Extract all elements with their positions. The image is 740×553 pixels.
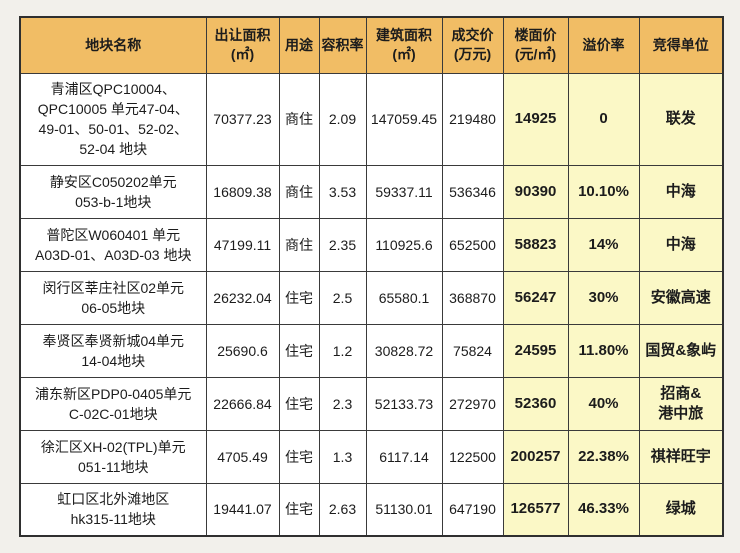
cell-plot-ratio: 1.2: [318, 323, 367, 378]
cell-winner: 中海: [638, 217, 724, 272]
cell-building-area: 52133.73: [365, 376, 443, 431]
cell-transaction-price: 219480: [441, 72, 504, 166]
cell-building-area: 110925.6: [365, 217, 443, 272]
cell-transfer-area: 22666.84: [205, 376, 280, 431]
cell-floor-price: 24595: [502, 323, 569, 378]
cell-plot-ratio: 3.53: [318, 164, 367, 219]
cell-winner: 国贸&象屿: [638, 323, 724, 378]
cell-transfer-area: 4705.49: [205, 429, 280, 484]
cell-premium-rate: 10.10%: [567, 164, 640, 219]
table-row: 静安区C050202单元 053-b-1地块 16809.38 商住 3.53 …: [19, 164, 724, 219]
cell-winner: 绿城: [638, 482, 724, 537]
cell-premium-rate: 22.38%: [567, 429, 640, 484]
cell-building-area: 30828.72: [365, 323, 443, 378]
table-row: 闵行区莘庄社区02单元 06-05地块 26232.04 住宅 2.5 6558…: [19, 270, 724, 325]
cell-winner: 联发: [638, 72, 724, 166]
table-row: 青浦区QPC10004、 QPC10005 单元47-04、 49-01、50-…: [19, 72, 724, 166]
cell-transaction-price: 652500: [441, 217, 504, 272]
cell-building-area: 65580.1: [365, 270, 443, 325]
table-row: 浦东新区PDP0-0405单元 C-02C-01地块 22666.84 住宅 2…: [19, 376, 724, 431]
cell-plot-ratio: 2.35: [318, 217, 367, 272]
cell-parcel-name: 青浦区QPC10004、 QPC10005 单元47-04、 49-01、50-…: [19, 72, 207, 166]
cell-transfer-area: 47199.11: [205, 217, 280, 272]
cell-usage: 住宅: [278, 376, 320, 431]
col-header-plot-ratio: 容积率: [318, 16, 367, 74]
land-parcel-table: 地块名称 出让面积 (㎡) 用途 容积率 建筑面积 (㎡) 成交价 (万元) 楼…: [19, 16, 724, 537]
cell-usage: 商住: [278, 217, 320, 272]
cell-plot-ratio: 2.3: [318, 376, 367, 431]
col-header-floor-price: 楼面价 (元/㎡): [502, 16, 569, 74]
table-body: 青浦区QPC10004、 QPC10005 单元47-04、 49-01、50-…: [19, 72, 724, 537]
cell-building-area: 6117.14: [365, 429, 443, 484]
table-row: 虹口区北外滩地区 hk315-11地块 19441.07 住宅 2.63 511…: [19, 482, 724, 537]
cell-usage: 住宅: [278, 429, 320, 484]
cell-winner: 中海: [638, 164, 724, 219]
cell-usage: 住宅: [278, 482, 320, 537]
cell-transfer-area: 16809.38: [205, 164, 280, 219]
cell-transaction-price: 75824: [441, 323, 504, 378]
col-header-building-area: 建筑面积 (㎡): [365, 16, 443, 74]
cell-plot-ratio: 1.3: [318, 429, 367, 484]
cell-premium-rate: 0: [567, 72, 640, 166]
cell-usage: 商住: [278, 164, 320, 219]
cell-plot-ratio: 2.5: [318, 270, 367, 325]
cell-parcel-name: 奉贤区奉贤新城04单元 14-04地块: [19, 323, 207, 378]
table-row: 徐汇区XH-02(TPL)单元 051-11地块 4705.49 住宅 1.3 …: [19, 429, 724, 484]
cell-plot-ratio: 2.63: [318, 482, 367, 537]
cell-usage: 商住: [278, 72, 320, 166]
cell-transaction-price: 368870: [441, 270, 504, 325]
cell-building-area: 51130.01: [365, 482, 443, 537]
table-row: 奉贤区奉贤新城04单元 14-04地块 25690.6 住宅 1.2 30828…: [19, 323, 724, 378]
cell-parcel-name: 普陀区W060401 单元 A03D-01、A03D-03 地块: [19, 217, 207, 272]
cell-transfer-area: 19441.07: [205, 482, 280, 537]
cell-transaction-price: 647190: [441, 482, 504, 537]
cell-building-area: 59337.11: [365, 164, 443, 219]
cell-usage: 住宅: [278, 323, 320, 378]
cell-plot-ratio: 2.09: [318, 72, 367, 166]
cell-parcel-name: 静安区C050202单元 053-b-1地块: [19, 164, 207, 219]
col-header-winner: 竞得单位: [638, 16, 724, 74]
cell-floor-price: 14925: [502, 72, 569, 166]
cell-transaction-price: 272970: [441, 376, 504, 431]
cell-parcel-name: 闵行区莘庄社区02单元 06-05地块: [19, 270, 207, 325]
col-header-usage: 用途: [278, 16, 320, 74]
cell-floor-price: 200257: [502, 429, 569, 484]
cell-building-area: 147059.45: [365, 72, 443, 166]
cell-premium-rate: 11.80%: [567, 323, 640, 378]
cell-parcel-name: 浦东新区PDP0-0405单元 C-02C-01地块: [19, 376, 207, 431]
cell-winner: 招商& 港中旅: [638, 376, 724, 431]
cell-premium-rate: 14%: [567, 217, 640, 272]
col-header-premium-rate: 溢价率: [567, 16, 640, 74]
table-row: 普陀区W060401 单元 A03D-01、A03D-03 地块 47199.1…: [19, 217, 724, 272]
header-row: 地块名称 出让面积 (㎡) 用途 容积率 建筑面积 (㎡) 成交价 (万元) 楼…: [19, 16, 724, 74]
cell-transaction-price: 122500: [441, 429, 504, 484]
cell-winner: 安徽高速: [638, 270, 724, 325]
cell-winner: 祺祥旺宇: [638, 429, 724, 484]
cell-premium-rate: 40%: [567, 376, 640, 431]
cell-floor-price: 52360: [502, 376, 569, 431]
cell-premium-rate: 46.33%: [567, 482, 640, 537]
cell-parcel-name: 虹口区北外滩地区 hk315-11地块: [19, 482, 207, 537]
cell-premium-rate: 30%: [567, 270, 640, 325]
cell-floor-price: 90390: [502, 164, 569, 219]
cell-transaction-price: 536346: [441, 164, 504, 219]
cell-transfer-area: 70377.23: [205, 72, 280, 166]
cell-transfer-area: 25690.6: [205, 323, 280, 378]
cell-usage: 住宅: [278, 270, 320, 325]
col-header-transaction-price: 成交价 (万元): [441, 16, 504, 74]
col-header-parcel-name: 地块名称: [19, 16, 207, 74]
col-header-transfer-area: 出让面积 (㎡): [205, 16, 280, 74]
cell-parcel-name: 徐汇区XH-02(TPL)单元 051-11地块: [19, 429, 207, 484]
cell-transfer-area: 26232.04: [205, 270, 280, 325]
cell-floor-price: 126577: [502, 482, 569, 537]
cell-floor-price: 56247: [502, 270, 569, 325]
cell-floor-price: 58823: [502, 217, 569, 272]
